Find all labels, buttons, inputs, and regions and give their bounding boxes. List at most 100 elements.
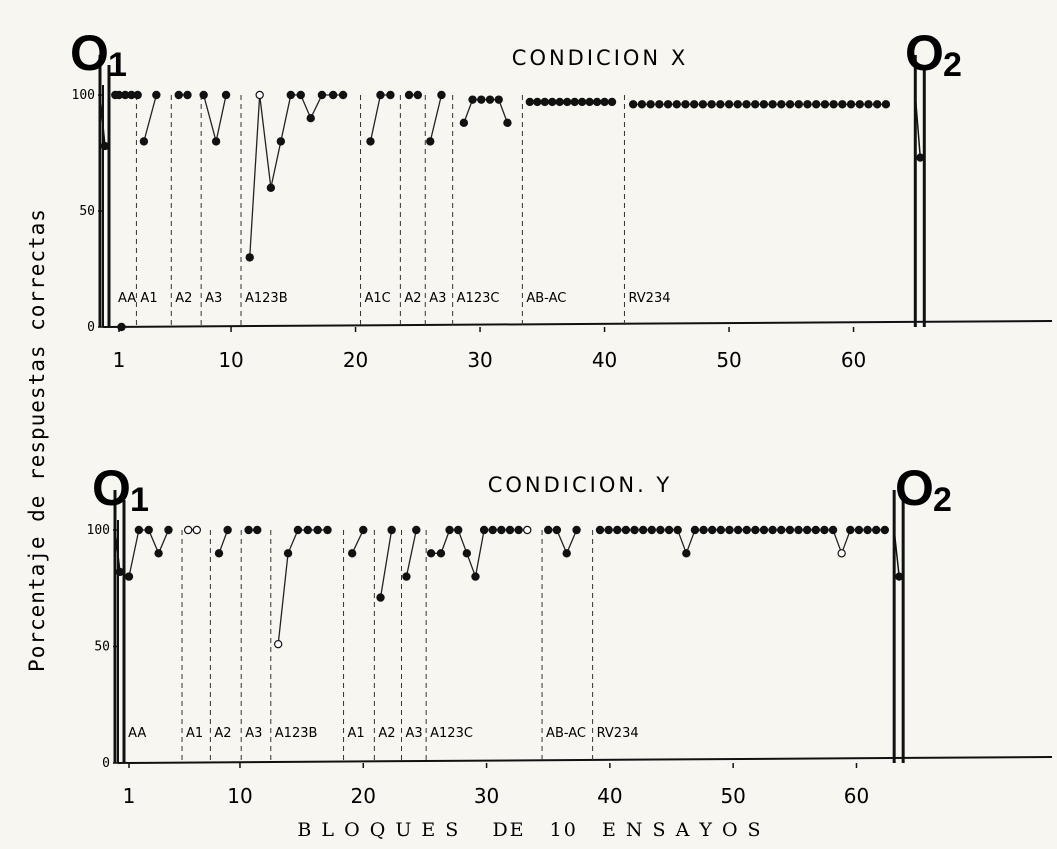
data-point [733, 525, 743, 535]
observation-subscript: 1 [130, 481, 149, 519]
data-point [183, 90, 192, 100]
y-tick-label: 100 [87, 523, 110, 538]
data-point [607, 97, 617, 107]
data-point [199, 90, 208, 100]
phase-label: A123B [275, 726, 318, 741]
data-point [303, 525, 312, 535]
x-tick-label: 10 [218, 348, 243, 372]
data-point [244, 525, 253, 535]
data-point [412, 525, 421, 535]
phase-label: A2 [214, 726, 231, 741]
data-point [214, 549, 224, 558]
data-point [707, 100, 716, 109]
data-point [485, 95, 495, 104]
data-point [266, 183, 276, 192]
chart-title: CONDICION. Y [488, 473, 673, 497]
data-point [154, 549, 163, 558]
data-point [124, 572, 134, 581]
data-point [794, 100, 803, 109]
data-point [253, 525, 262, 535]
data-point [854, 525, 864, 535]
series-line [369, 94, 391, 142]
data-point [144, 525, 153, 535]
data-point [699, 525, 708, 535]
series-line [548, 529, 578, 555]
data-point [426, 137, 435, 146]
data-point [306, 113, 315, 123]
data-point [647, 525, 656, 535]
observation-line [114, 529, 121, 573]
data-point [803, 100, 812, 109]
data-point [663, 100, 673, 109]
data-point [152, 90, 161, 100]
x-axis-line [102, 320, 1053, 328]
phase-label: A3 [205, 291, 222, 306]
phase-label: A3 [429, 291, 446, 306]
data-point [742, 525, 751, 535]
data-point [577, 97, 587, 107]
data-point [733, 100, 742, 109]
observation-point [100, 141, 110, 151]
data-point [404, 90, 414, 100]
x-tick-label: 40 [592, 348, 617, 372]
data-point [570, 97, 579, 107]
data-point [223, 525, 232, 535]
x-tick-label: 40 [597, 784, 622, 808]
data-point [494, 95, 503, 104]
data-point [338, 90, 348, 100]
data-point [174, 90, 183, 100]
data-point [462, 549, 472, 558]
data-point [698, 100, 708, 109]
data-point [139, 137, 149, 146]
x-axis-label: B L O Q U E S DE 10 E N S A Y O S [297, 819, 762, 841]
data-point [725, 525, 734, 535]
data-point [445, 525, 454, 535]
data-point [359, 525, 368, 535]
data-point [540, 97, 549, 107]
phase-label: A2 [378, 726, 395, 741]
data-point [376, 90, 385, 100]
x-tick-label: 30 [474, 784, 499, 808]
data-point [759, 100, 769, 109]
x-tick-label: 30 [467, 348, 492, 372]
series-line [405, 529, 417, 577]
y-tick-label: 50 [79, 204, 95, 219]
data-point [544, 525, 553, 535]
data-point [505, 525, 515, 535]
data-point [514, 525, 523, 535]
x-tick-label: 60 [844, 784, 869, 808]
data-point [497, 525, 506, 535]
data-point [286, 90, 296, 100]
data-point [871, 525, 881, 535]
observation-line [914, 94, 922, 158]
data-point [638, 525, 648, 535]
data-point [192, 525, 202, 535]
series-line [379, 529, 393, 598]
data-point [413, 90, 422, 100]
data-point [323, 525, 332, 535]
data-point [245, 253, 254, 262]
data-point [646, 100, 655, 109]
phase-label: AB-AC [546, 726, 586, 741]
observation-label: O [905, 25, 944, 81]
data-point [716, 100, 725, 109]
series-line [429, 94, 443, 142]
observation-subscript: 2 [943, 46, 962, 84]
data-point [563, 97, 572, 107]
data-point [459, 118, 469, 128]
data-point [829, 100, 838, 109]
data-point [820, 525, 829, 535]
data-point [768, 525, 777, 535]
observation-label: O [70, 25, 109, 81]
phase-label: A2 [404, 291, 421, 306]
data-point [533, 97, 542, 107]
series-line [249, 94, 344, 258]
data-point [313, 525, 322, 535]
data-point [863, 525, 872, 535]
data-point [347, 549, 357, 558]
phase-label: AA [118, 291, 136, 306]
data-point [479, 525, 489, 535]
data-point [768, 100, 777, 109]
phase-label: A3 [245, 726, 262, 741]
data-point [402, 572, 411, 581]
